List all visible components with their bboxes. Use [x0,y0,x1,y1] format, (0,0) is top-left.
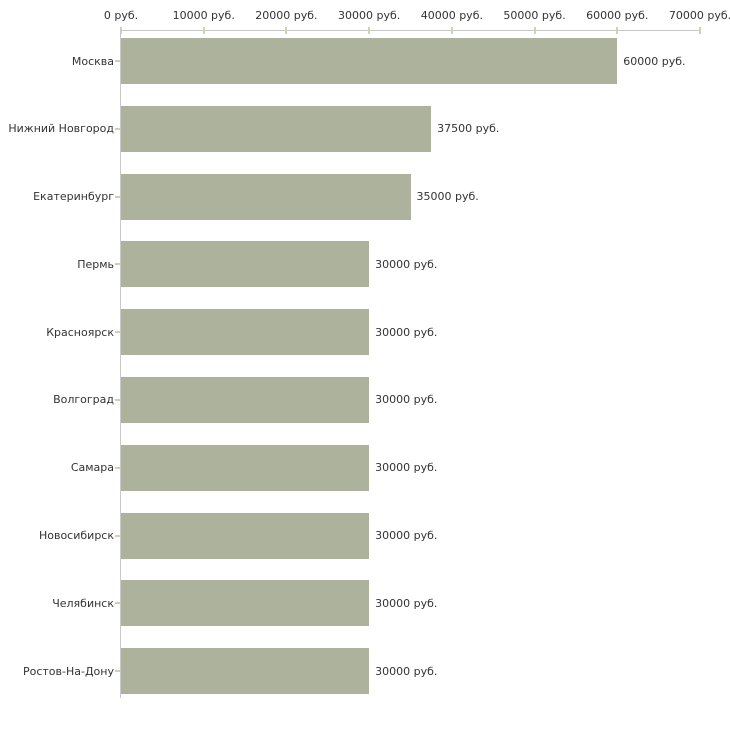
value-label: 60000 руб. [623,54,686,68]
value-bar [121,309,370,356]
category-label: Самара [70,461,114,475]
category-tick-mark [115,263,120,266]
category-label: Челябинск [52,596,114,610]
x-axis-tick-mark [699,27,701,34]
category-label: Новосибирск [38,529,114,543]
x-axis-tick-mark [616,27,619,34]
category-tick-mark [115,398,120,401]
category-tick-mark [115,127,120,130]
value-bar [121,580,370,627]
x-axis-tick-label: 50000 руб. [503,9,566,22]
x-axis-tick-label: 0 руб. [103,9,139,22]
value-label: 30000 руб. [375,529,438,543]
category-tick-mark [115,670,120,673]
category-label: Пермь [77,257,114,271]
bar-row: Волгоград 30000 руб. [0,369,730,437]
value-label: 37500 руб. [437,122,500,136]
value-bar [121,105,432,152]
category-label: Москва [71,54,114,68]
bar-rows: Москва 60000 руб. Нижний Новгород 37500 … [0,30,730,708]
value-bar [121,648,370,695]
x-axis-tick-label: 70000 руб. [668,9,730,22]
value-label: 30000 руб. [375,325,438,339]
category-label: Красноярск [46,325,114,339]
x-axis-tick-label: 30000 руб. [338,9,401,22]
value-bar [121,376,370,423]
bar-row: Москва 60000 руб. [0,30,730,98]
x-axis-tick-mark [450,27,453,34]
bar-row: Самара 30000 руб. [0,437,730,505]
bar-row: Ростов-На-Дону 30000 руб. [0,640,730,708]
category-tick-mark [115,602,120,605]
category-tick-mark [115,534,120,537]
category-label: Волгоград [53,393,114,407]
value-label: 30000 руб. [375,596,438,610]
x-axis-tick-mark [368,27,371,34]
x-axis-tick-mark [285,27,288,34]
category-tick-mark [115,331,120,334]
category-label: Нижний Новгород [8,122,114,136]
bar-row: Челябинск 30000 руб. [0,572,730,640]
x-axis-line [121,30,701,31]
value-bar [121,38,618,84]
value-label: 30000 руб. [375,664,438,678]
value-bar [121,241,370,288]
value-label: 35000 руб. [416,190,479,204]
value-bar [121,444,370,491]
category-tick-mark [115,466,120,469]
x-axis-tick-mark [202,27,205,34]
value-bar [121,173,411,220]
bar-row: Новосибирск 30000 руб. [0,505,730,573]
value-bar [121,512,370,559]
x-axis-tick-mark [120,27,122,34]
x-axis-tick-mark [533,27,536,34]
bar-row: Пермь 30000 руб. [0,233,730,301]
value-label: 30000 руб. [375,393,438,407]
category-tick-mark [115,195,120,198]
category-tick-mark [115,60,120,62]
category-label: Екатеринбург [33,190,114,204]
y-axis-line [120,30,121,698]
bar-row: Нижний Новгород 37500 руб. [0,98,730,166]
x-axis-tick-label: 60000 руб. [586,9,649,22]
x-axis-tick-label: 40000 руб. [420,9,483,22]
x-axis-tick-label: 10000 руб. [172,9,235,22]
category-label: Ростов-На-Дону [22,664,114,678]
bar-row: Красноярск 30000 руб. [0,301,730,369]
value-label: 30000 руб. [375,461,438,475]
x-axis-tick-label: 20000 руб. [255,9,318,22]
value-label: 30000 руб. [375,257,438,271]
bar-row: Екатеринбург 35000 руб. [0,166,730,234]
